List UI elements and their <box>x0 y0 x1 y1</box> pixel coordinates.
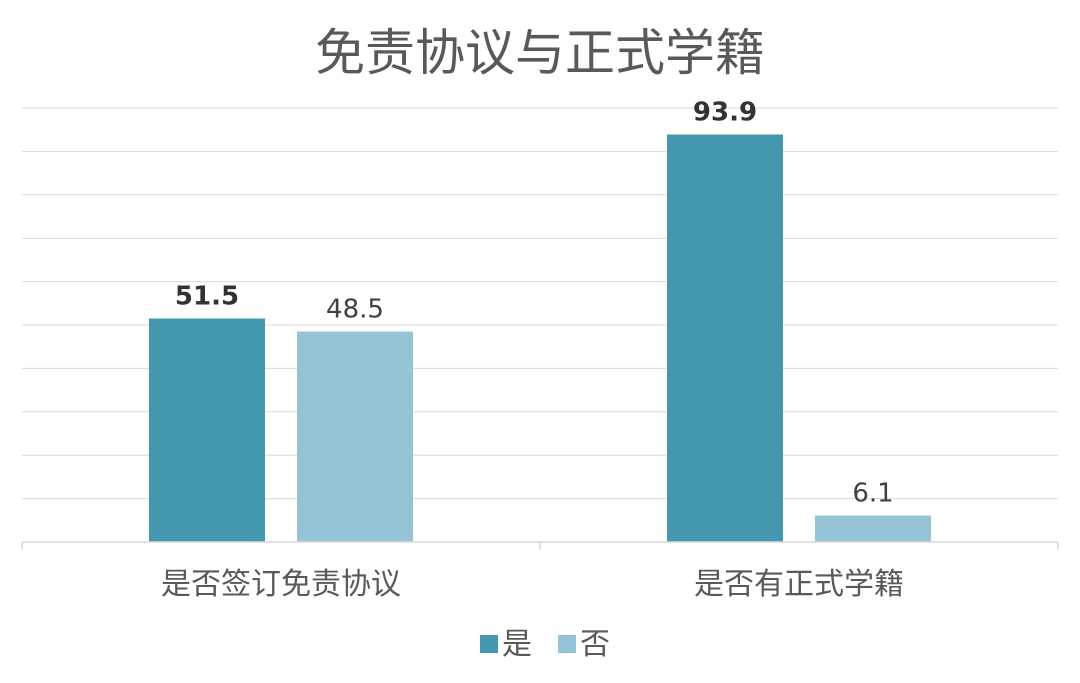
legend-label-yes: 是 <box>502 627 532 662</box>
data-label: 93.9 <box>693 97 757 127</box>
bar-no-1 <box>297 331 413 542</box>
bars <box>149 134 931 542</box>
legend-label-no: 否 <box>580 627 610 662</box>
x-axis: 是否签订免责协议 是否有正式学籍 <box>21 541 1059 602</box>
x-tick-label: 是否有正式学籍 <box>694 567 904 602</box>
legend-swatch-no <box>558 635 576 653</box>
legend: 是否 <box>480 627 610 662</box>
data-label: 51.5 <box>175 281 239 311</box>
chart-title: 免责协议与正式学籍 <box>315 24 765 82</box>
legend-swatch-yes <box>480 635 498 653</box>
x-tick-label: 是否签订免责协议 <box>161 567 401 602</box>
data-labels: 51.5 48.5 93.9 6.1 <box>175 97 894 508</box>
bar-yes-2 <box>667 134 783 542</box>
data-label: 48.5 <box>326 295 384 325</box>
bar-no-2 <box>815 515 931 542</box>
data-label: 6.1 <box>852 479 893 509</box>
bar-yes-1 <box>149 318 265 542</box>
